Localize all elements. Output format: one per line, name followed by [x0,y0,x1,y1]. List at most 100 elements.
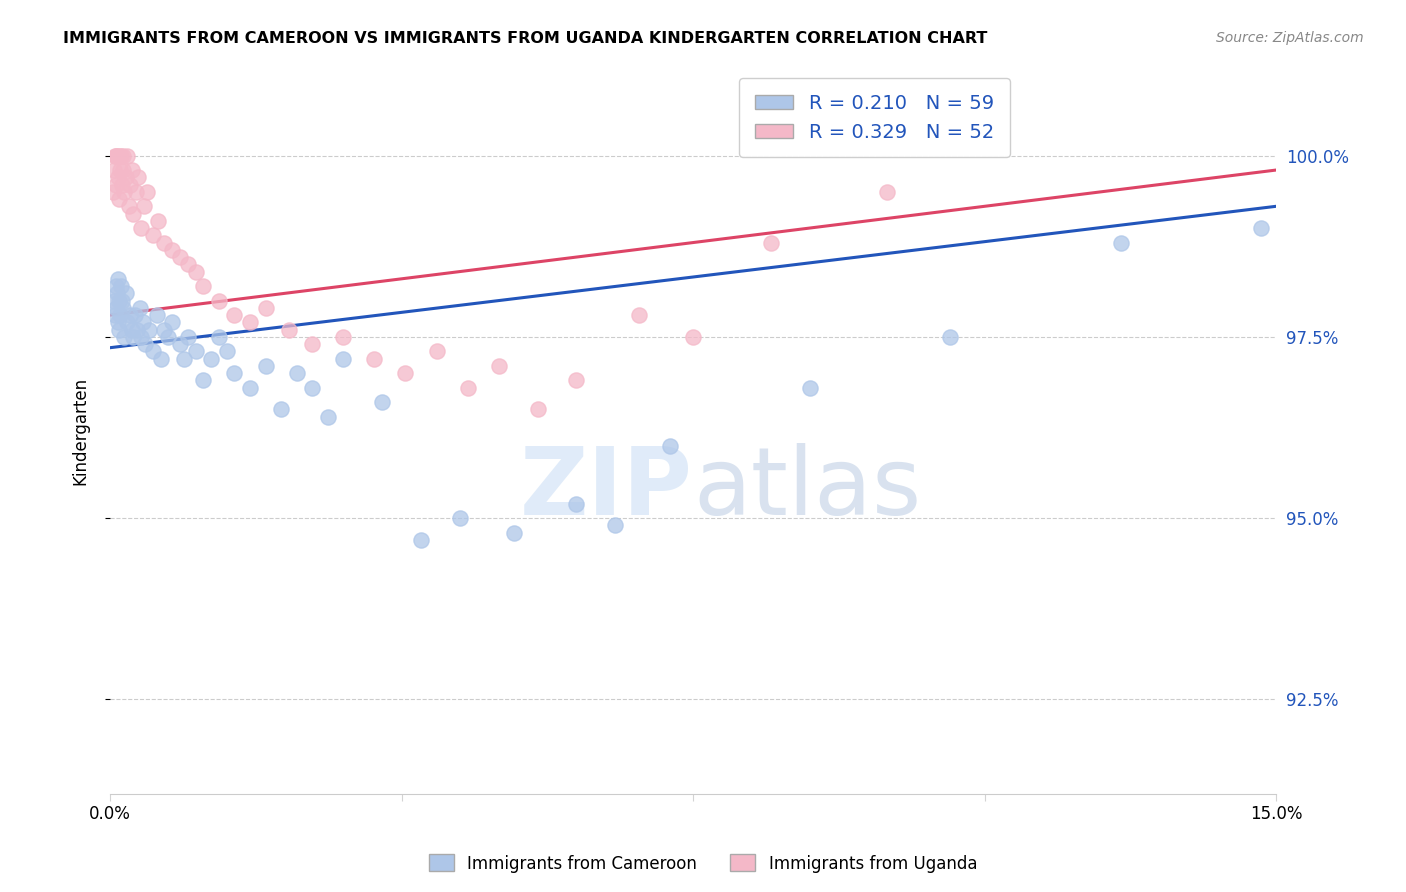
Point [108,192,131,206]
Point [105,178,128,192]
Point [105,301,128,315]
Point [1109,235,1132,250]
Point [103,293,125,308]
Point [108,163,131,178]
Point [120,178,142,192]
Point [129,330,152,344]
Point [488,359,510,373]
Point [107,170,129,185]
Point [107,322,129,336]
Point [111,293,134,308]
Point [157,330,180,344]
Point [394,366,416,380]
Text: ZIP: ZIP [520,443,693,535]
Point [177,257,200,271]
Point [409,533,432,547]
Point [138,322,160,336]
Point [134,337,156,351]
Point [627,308,650,322]
Point [759,235,782,250]
Point [193,279,215,293]
Point [425,344,447,359]
Point [605,518,627,533]
Point [115,148,138,162]
Legend: Immigrants from Cameroon, Immigrants from Uganda: Immigrants from Cameroon, Immigrants fro… [422,847,984,880]
Point [112,185,135,199]
Point [118,199,141,213]
Point [148,214,170,228]
Point [115,315,138,329]
Point [239,315,262,329]
Point [277,322,299,336]
Point [145,308,167,322]
Point [184,264,207,278]
Point [208,330,231,344]
Point [457,381,479,395]
Point [332,351,354,366]
Point [162,315,184,329]
Point [208,293,231,308]
Point [112,330,135,344]
Text: atlas: atlas [693,443,921,535]
Point [111,163,134,178]
Point [200,351,222,366]
Text: IMMIGRANTS FROM CAMEROON VS IMMIGRANTS FROM UGANDA KINDERGARTEN CORRELATION CHAR: IMMIGRANTS FROM CAMEROON VS IMMIGRANTS F… [63,31,987,46]
Point [565,373,588,387]
Point [503,525,526,540]
Point [107,272,129,286]
Point [173,351,195,366]
Point [122,206,145,220]
Point [107,315,129,329]
Point [153,235,176,250]
Point [193,373,215,387]
Point [136,185,159,199]
Point [149,351,172,366]
Point [110,148,132,162]
Point [799,381,821,395]
Point [565,497,588,511]
Point [285,366,308,380]
Point [142,344,165,359]
Point [124,308,146,322]
Point [121,163,143,178]
Point [103,163,125,178]
Point [104,148,127,162]
Point [169,337,191,351]
Point [107,148,129,162]
Point [177,330,200,344]
Point [134,199,156,213]
Point [128,301,150,315]
Point [127,170,149,185]
Point [169,250,191,264]
Point [101,185,124,199]
Point [332,330,354,344]
Point [449,511,471,525]
Point [224,366,246,380]
Point [121,322,143,336]
Point [682,330,704,344]
Point [162,243,184,257]
Point [125,185,148,199]
Point [122,330,145,344]
Point [363,351,385,366]
Point [301,337,323,351]
Point [142,228,165,243]
Text: Source: ZipAtlas.com: Source: ZipAtlas.com [1216,31,1364,45]
Point [876,185,898,199]
Point [127,322,149,336]
Point [104,148,127,162]
Point [114,170,136,185]
Point [215,344,238,359]
Point [239,381,262,395]
Point [111,301,134,315]
Y-axis label: Kindergarten: Kindergarten [72,377,89,485]
Point [526,402,548,417]
Point [129,221,152,235]
Point [132,315,155,329]
Point [1250,221,1272,235]
Point [371,395,394,409]
Legend: R = 0.210   N = 59, R = 0.329   N = 52: R = 0.210 N = 59, R = 0.329 N = 52 [740,78,1010,157]
Point [270,402,292,417]
Point [184,344,207,359]
Point [114,286,136,301]
